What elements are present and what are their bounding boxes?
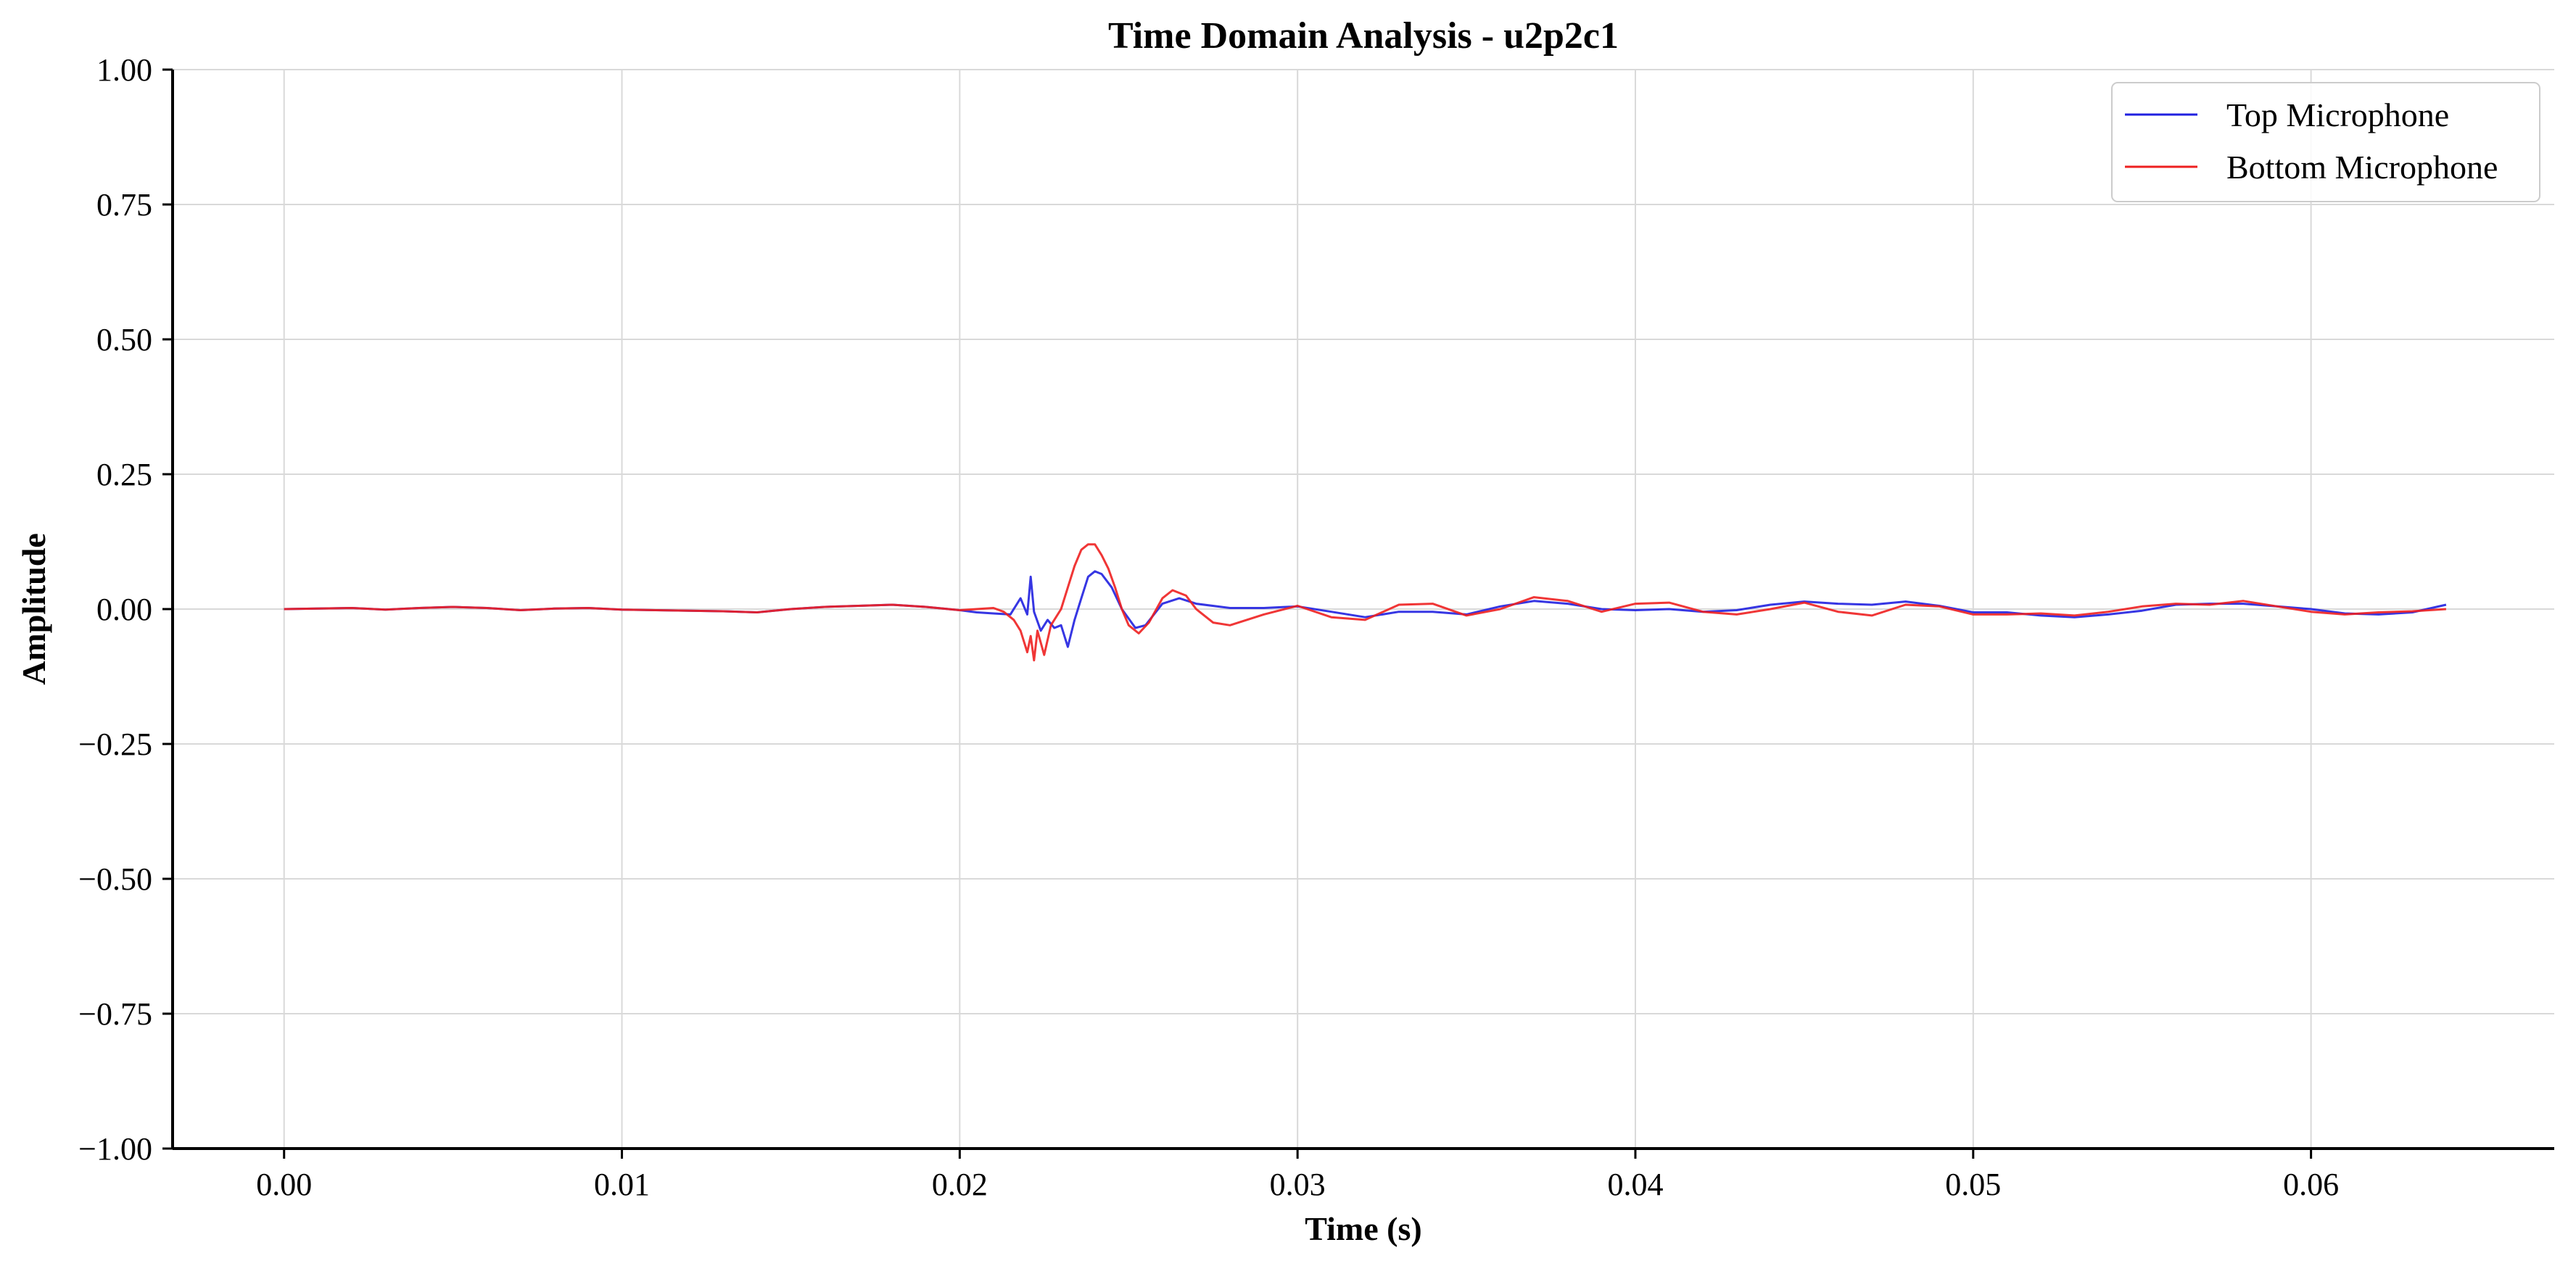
y-tick-label: 0.75: [96, 187, 152, 223]
x-ticks: 0.00 0.01 0.02 0.03 0.04 0.05 0.06: [256, 1149, 2339, 1202]
y-tick-label: 0.00: [96, 592, 152, 627]
x-tick-label: 0.02: [932, 1167, 988, 1202]
y-tick-label: 0.50: [96, 322, 152, 357]
legend-label-top-microphone: Top Microphone: [2226, 96, 2449, 133]
y-axis-label: Amplitude: [15, 533, 52, 685]
y-tick-label: 1.00: [96, 52, 152, 88]
x-axis-label: Time (s): [1305, 1210, 1421, 1247]
x-tick-label: 0.01: [594, 1167, 650, 1202]
chart-title: Time Domain Analysis - u2p2c1: [1108, 15, 1619, 57]
x-tick-label: 0.00: [256, 1167, 312, 1202]
x-tick-label: 0.04: [1607, 1167, 1663, 1202]
legend-label-bottom-microphone: Bottom Microphone: [2226, 149, 2498, 186]
y-tick-label: −0.50: [78, 861, 152, 897]
x-tick-label: 0.05: [1945, 1167, 2001, 1202]
series-lines: [284, 543, 2447, 662]
series-line-bottom-microphone: [284, 543, 2446, 662]
y-tick-label: 0.25: [96, 457, 152, 492]
y-tick-label: −1.00: [78, 1131, 152, 1167]
y-tick-label: −0.25: [78, 727, 152, 762]
x-tick-label: 0.03: [1270, 1167, 1326, 1202]
y-ticks: 1.00 0.75 0.50 0.25 0.00 −0.25 −0.50 −0.75 −1.00: [78, 52, 173, 1167]
x-tick-label: 0.06: [2283, 1167, 2339, 1202]
y-tick-label: −0.75: [78, 996, 152, 1032]
legend: Top Microphone Bottom Microphone: [2111, 82, 2540, 202]
legend-box: [2111, 82, 2540, 202]
